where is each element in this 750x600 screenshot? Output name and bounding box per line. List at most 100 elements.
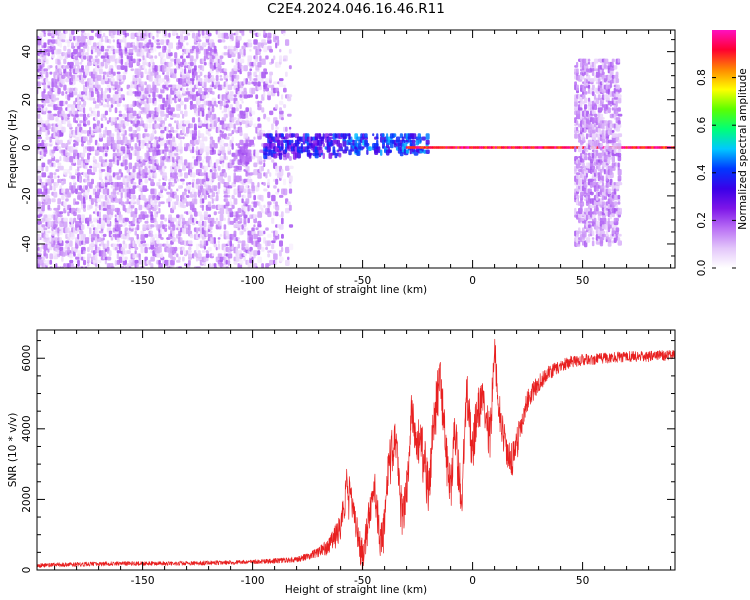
spectrogram-cell: [186, 211, 189, 215]
spectrogram-cell: [229, 240, 232, 247]
spectrogram-cell: [591, 237, 595, 240]
spectrogram-cell: [110, 136, 114, 142]
spectrogram-cell: [203, 42, 209, 46]
spectrogram-cell: [89, 194, 92, 200]
spectrogram-cell: [237, 81, 240, 87]
spectrogram-cell: [271, 136, 276, 141]
spectrogram-cell: [104, 152, 108, 157]
spectrogram-cell: [69, 253, 73, 259]
spectrogram-cell: [168, 201, 171, 208]
spectrogram-cell: [110, 266, 115, 268]
spectrogram-cell: [188, 253, 192, 261]
spectrogram-cell: [372, 133, 375, 137]
spectrogram-cell: [150, 233, 154, 238]
spectrogram-cell: [405, 149, 410, 154]
spectrogram-cell: [253, 149, 256, 156]
spectrogram-cell: [170, 188, 173, 194]
spectrogram-cell: [174, 130, 178, 133]
spectrogram-cell: [231, 130, 234, 135]
spectrogram-cell: [148, 143, 151, 148]
spectrogram-cell: [61, 143, 66, 148]
spectrogram-x-tick-label: -100: [241, 275, 265, 287]
spectrogram-cell: [83, 256, 86, 260]
spectrogram-cell: [225, 198, 229, 203]
spectrogram-cell: [207, 133, 211, 137]
spectrogram-cell: [439, 146, 443, 149]
spectrogram-cell: [211, 65, 215, 71]
spectrogram-cell: [170, 58, 175, 62]
spectrogram-cell: [203, 78, 209, 83]
spectrogram-cell: [41, 162, 46, 168]
spectrogram-cell: [615, 211, 618, 216]
spectrogram-cell: [542, 146, 546, 149]
spectrogram-cell: [49, 136, 52, 143]
spectrogram-cell: [285, 259, 290, 266]
spectrogram-cell: [498, 146, 503, 149]
spectrogram-cell: [108, 159, 113, 163]
spectrogram-cell: [257, 42, 262, 47]
spectrogram-cell: [166, 71, 170, 76]
spectrogram-cell: [245, 146, 248, 153]
spectrogram-cell: [589, 191, 594, 196]
spectrogram-cell: [197, 87, 203, 94]
spectrogram-cell: [217, 175, 220, 182]
spectrogram-cell: [601, 117, 605, 120]
spectrogram-cell: [310, 152, 313, 156]
spectrogram-cell: [108, 39, 112, 44]
spectrogram-cell: [65, 91, 68, 95]
spectrogram-cell: [120, 65, 125, 70]
spectrogram-cell: [122, 97, 125, 101]
spectrogram-cell: [106, 104, 110, 108]
spectrogram-cell: [102, 58, 107, 63]
spectrogram-cell: [77, 233, 80, 240]
spectrogram-cell: [595, 149, 599, 157]
spectrogram-cell: [241, 120, 246, 125]
spectrogram-cell: [63, 52, 66, 56]
spectrogram-cell: [51, 162, 54, 167]
spectrogram-cell: [257, 211, 263, 218]
spectrogram-cell: [409, 149, 412, 155]
spectrogram-cell: [114, 214, 117, 218]
spectrogram-cell: [576, 84, 579, 91]
spectrogram-cell: [55, 185, 58, 188]
spectrogram-cell: [120, 81, 124, 85]
spectrogram-cell: [607, 107, 611, 114]
spectrogram-cell: [225, 230, 229, 236]
spectrogram-cell: [285, 165, 290, 171]
spectrogram-cell: [366, 149, 369, 155]
spectrogram-cell: [277, 91, 280, 97]
spectrogram-cell: [191, 146, 195, 154]
spectrogram-cell: [92, 97, 96, 102]
spectrogram-x-tick-label: 50: [576, 275, 589, 287]
spectrogram-cell: [43, 87, 46, 94]
spectrogram-cell: [182, 126, 186, 134]
spectrogram-cell: [57, 71, 60, 78]
spectrogram-cell: [114, 126, 118, 132]
spectrogram-cell: [352, 139, 355, 146]
spectrogram-cell: [180, 120, 183, 126]
spectrogram-cell: [469, 146, 473, 149]
spectrogram-cell: [215, 30, 218, 35]
spectrogram-cell: [253, 233, 258, 240]
spectrogram-cell: [57, 35, 60, 40]
spectrogram-cell: [601, 182, 605, 186]
spectrogram-cell: [81, 52, 85, 56]
spectrogram-cell: [96, 253, 100, 257]
spectrogram-cell: [253, 250, 258, 256]
spectrogram-cell: [65, 30, 68, 34]
spectrogram-cell: [332, 146, 336, 154]
spectrogram-cell: [582, 91, 585, 95]
spectrogram-cell: [55, 263, 58, 268]
spectrogram-cell: [108, 169, 112, 173]
spectrogram-cell: [138, 133, 141, 141]
spectrogram-cell: [69, 207, 72, 214]
spectrogram-cell: [83, 84, 86, 89]
spectrogram-cell: [625, 146, 629, 149]
spectrogram-cell: [199, 194, 203, 199]
spectrogram-cell: [463, 146, 467, 149]
spectrogram-cell: [195, 178, 200, 185]
spectrogram-cell: [160, 156, 163, 161]
spectrogram-cell: [615, 227, 620, 232]
spectrogram-cell: [195, 227, 199, 234]
spectrogram-cell: [116, 237, 120, 243]
